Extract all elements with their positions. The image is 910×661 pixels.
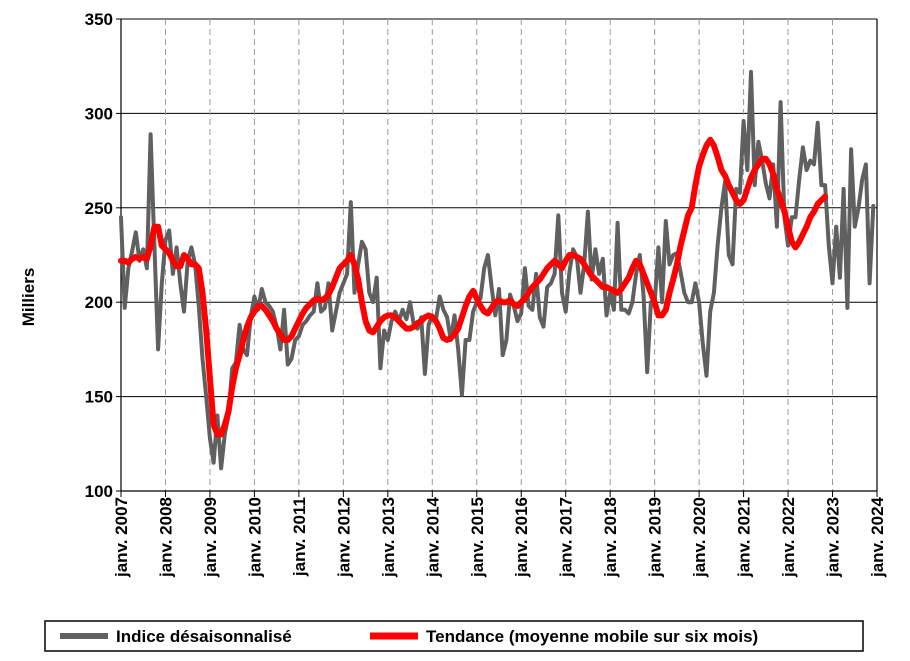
x-tick-label: janv. 2013 [379, 497, 398, 578]
series-group [118, 69, 876, 471]
x-tick-label: janv. 2022 [779, 497, 798, 578]
legend-label-index: Indice désaisonnalisé [116, 627, 292, 646]
x-tick-label: janv. 2012 [334, 497, 353, 578]
legend-label-trend: Tendance (moyenne mobile sur six mois) [426, 627, 758, 646]
legend-box [44, 620, 864, 652]
grid [121, 18, 877, 492]
x-tick-label: janv. 2020 [690, 497, 709, 578]
x-tick-label: janv. 2007 [112, 497, 131, 578]
y-tick-label: 100 [85, 482, 113, 501]
y-tick-label: 350 [85, 10, 113, 29]
x-tick-label: janv. 2011 [290, 497, 309, 577]
series-line-index [119, 69, 876, 471]
x-tick-label: janv. 2015 [468, 497, 487, 578]
y-axis-label: Milliers [19, 268, 38, 327]
x-tick-label: janv. 2009 [201, 497, 220, 578]
y-tick-label: 200 [85, 293, 113, 312]
series-line-trend [118, 136, 829, 438]
plot-frame [120, 19, 878, 492]
y-tick-label: 150 [85, 388, 113, 407]
y-axis-ticks: 100 150 200 250 300 350 [85, 10, 121, 501]
x-tick-label: janv. 2024 [868, 496, 887, 578]
x-tick-label: janv. 2019 [646, 497, 665, 578]
x-tick-label: janv. 2016 [512, 497, 531, 578]
y-tick-label: 300 [85, 104, 113, 123]
x-tick-label: janv. 2008 [156, 497, 175, 578]
x-tick-label: janv. 2021 [735, 497, 754, 578]
legend: Indice désaisonnalisé Tendance (moyenne … [44, 620, 864, 652]
y-tick-label: 250 [85, 199, 113, 218]
x-tick-label: janv. 2023 [824, 497, 843, 578]
x-tick-label: janv. 2010 [245, 497, 264, 578]
x-tick-label: janv. 2017 [557, 497, 576, 578]
x-axis-ticks: janv. 2007 janv. 2008 janv. 2009 janv. 2010… [112, 491, 887, 578]
x-tick-label: janv. 2018 [601, 497, 620, 578]
x-tick-label: janv. 2014 [423, 496, 442, 578]
